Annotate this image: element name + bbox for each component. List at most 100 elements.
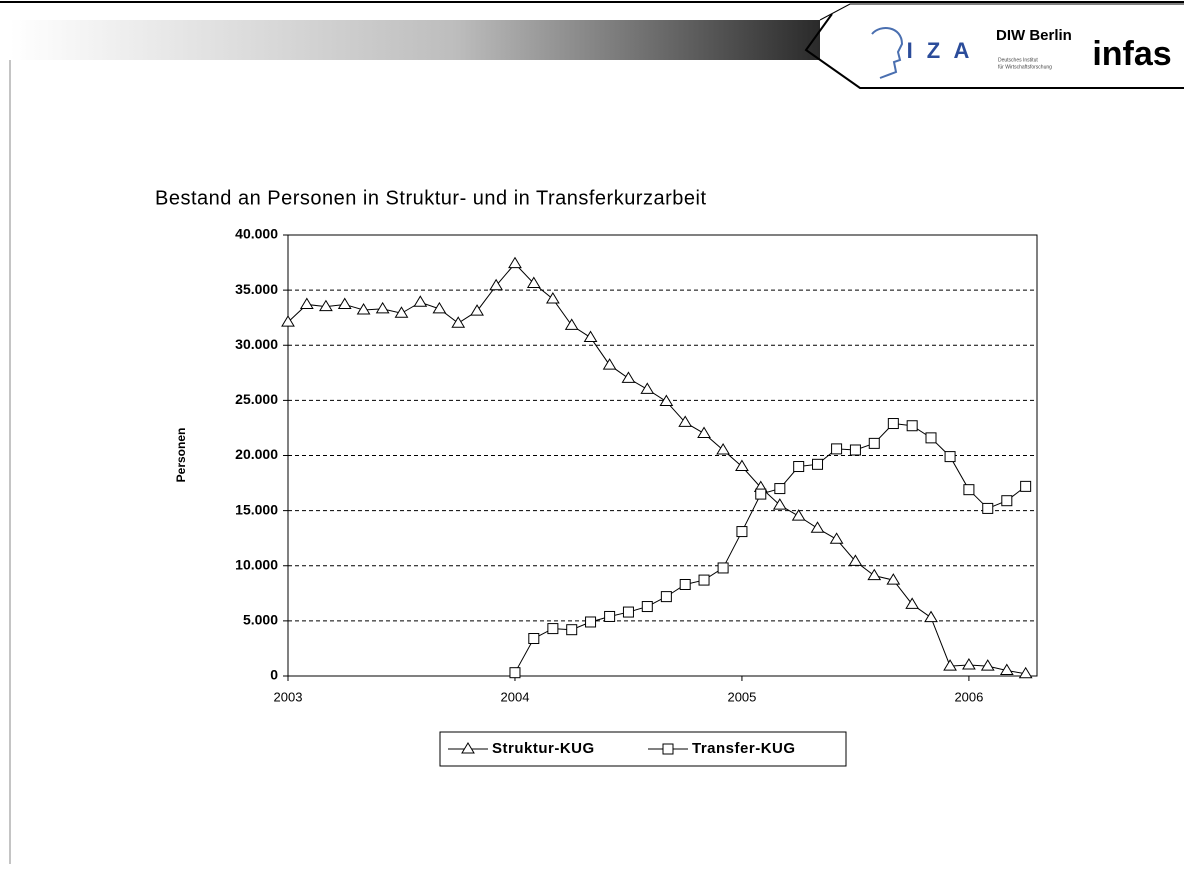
series-line — [514, 423, 1026, 673]
logo-iza: I Z A — [907, 38, 974, 63]
x-tick-label: 2003 — [274, 689, 303, 704]
marker — [545, 291, 560, 304]
x-tick-label: 2004 — [501, 689, 530, 704]
logo-infas: infas — [1092, 35, 1171, 73]
logo-frame — [819, 3, 1184, 21]
marker — [772, 498, 787, 510]
marker — [1001, 495, 1013, 507]
marker — [640, 382, 655, 394]
legend-item: Struktur-KUG — [448, 740, 595, 757]
x-tick-label: 2005 — [727, 689, 756, 704]
marker — [925, 432, 937, 444]
marker — [810, 521, 825, 533]
logo-diw-sub: für Wirtschaftsforschung — [998, 64, 1052, 70]
marker — [716, 443, 730, 455]
header-bar — [10, 20, 820, 60]
logo-diw-sub: Deutsches Institut — [998, 57, 1038, 63]
logo-frame-bottom — [804, 13, 1184, 89]
marker — [375, 301, 390, 314]
marker — [547, 623, 559, 635]
marker — [337, 297, 352, 309]
marker — [697, 426, 711, 438]
marker — [849, 444, 861, 456]
marker — [528, 633, 540, 645]
marker — [583, 330, 598, 343]
y-tick-label: 0 — [270, 667, 278, 683]
marker — [791, 509, 806, 521]
marker — [660, 591, 672, 603]
legend-marker — [461, 742, 475, 754]
y-tick-label: 25.000 — [235, 391, 278, 407]
marker — [868, 437, 880, 449]
y-tick-label: 15.000 — [235, 501, 278, 517]
y-axis-label: Personen — [174, 428, 188, 483]
marker — [905, 597, 920, 609]
marker — [489, 278, 504, 291]
marker — [564, 318, 579, 330]
iza-icon — [871, 27, 904, 79]
chart-title: Bestand an Personen in Struktur- und in … — [155, 187, 707, 209]
marker — [678, 415, 693, 427]
x-tick-label: 2006 — [954, 689, 983, 704]
legend — [439, 731, 847, 767]
marker — [962, 658, 976, 670]
marker — [432, 301, 447, 314]
y-tick-label: 5.000 — [243, 612, 278, 628]
marker — [887, 418, 899, 430]
marker — [1018, 666, 1033, 679]
marker — [566, 624, 578, 636]
marker — [281, 315, 295, 327]
series-line — [287, 262, 1026, 675]
marker — [319, 299, 333, 312]
y-tick-label: 30.000 — [235, 336, 278, 352]
marker — [963, 484, 975, 496]
marker — [736, 526, 748, 538]
legend-item: Transfer-KUG — [648, 740, 796, 757]
y-tick-label: 20.000 — [235, 446, 278, 462]
marker — [604, 610, 616, 622]
logo-diw: DIW Berlin — [996, 27, 1072, 44]
marker — [735, 459, 749, 472]
marker — [585, 616, 597, 628]
marker — [526, 276, 541, 289]
marker — [755, 488, 767, 500]
marker — [943, 659, 957, 671]
marker — [679, 578, 691, 590]
marker — [944, 451, 956, 463]
marker — [659, 394, 674, 406]
marker — [717, 562, 729, 574]
y-tick-label: 35.000 — [235, 281, 278, 297]
marker — [980, 659, 995, 671]
y-tick-label: 40.000 — [235, 226, 278, 242]
marker — [508, 256, 522, 269]
marker — [621, 371, 636, 383]
marker — [299, 297, 314, 309]
marker — [622, 606, 634, 618]
marker — [641, 601, 653, 613]
legend-label: Transfer-KUG — [692, 740, 796, 757]
y-tick-label: 10.000 — [235, 556, 278, 572]
marker — [793, 461, 805, 473]
marker — [698, 574, 710, 586]
marker — [356, 302, 371, 315]
marker — [867, 568, 882, 581]
marker — [602, 358, 617, 370]
marker — [413, 295, 428, 307]
marker — [982, 502, 994, 514]
marker — [470, 304, 484, 316]
legend-marker — [662, 743, 674, 755]
marker — [831, 443, 843, 455]
marker — [812, 458, 824, 470]
marker — [451, 316, 466, 328]
marker — [924, 610, 938, 623]
marker — [509, 667, 521, 679]
marker — [848, 554, 863, 566]
marker — [999, 663, 1014, 675]
marker — [906, 420, 918, 432]
marker — [774, 483, 786, 495]
marker — [829, 532, 844, 544]
legend-label: Struktur-KUG — [492, 740, 595, 757]
marker — [1020, 480, 1032, 492]
marker — [886, 573, 901, 585]
